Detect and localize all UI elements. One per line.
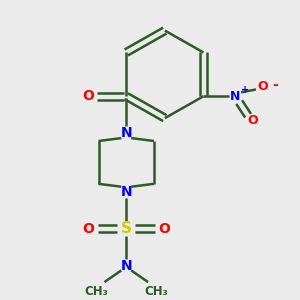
- Text: S: S: [121, 221, 132, 236]
- Text: CH₃: CH₃: [144, 285, 168, 298]
- Text: O: O: [83, 89, 94, 103]
- Text: O: O: [83, 222, 94, 236]
- Text: N: N: [120, 259, 132, 272]
- Text: O: O: [158, 222, 170, 236]
- Text: O: O: [248, 114, 258, 127]
- Text: N: N: [120, 126, 132, 140]
- Text: O: O: [258, 80, 268, 93]
- Text: N: N: [120, 184, 132, 199]
- Text: -: -: [272, 78, 278, 92]
- Text: N: N: [230, 90, 240, 103]
- Text: CH₃: CH₃: [85, 285, 108, 298]
- Text: +: +: [241, 85, 249, 95]
